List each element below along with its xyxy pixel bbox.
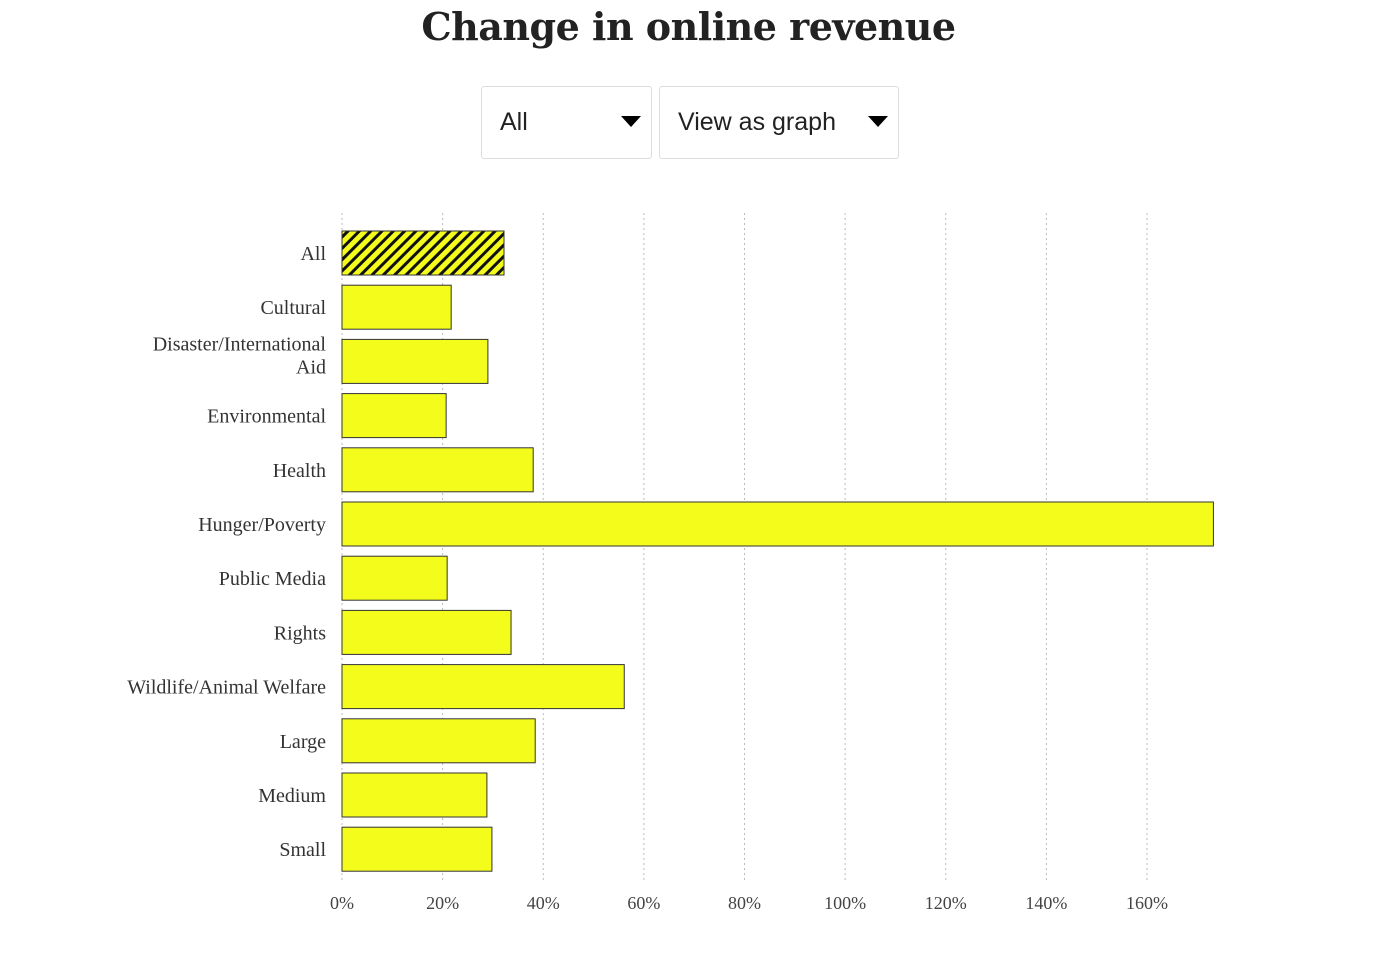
category-label: Hunger/Poverty bbox=[198, 514, 326, 536]
bar-large[interactable] bbox=[341, 718, 536, 764]
view-mode-dropdown[interactable]: View as graph bbox=[659, 86, 899, 159]
category-label: Disaster/International Aid bbox=[153, 333, 327, 378]
bar-cultural[interactable] bbox=[341, 284, 452, 330]
bar-hunger-poverty[interactable] bbox=[341, 501, 1214, 547]
x-tick-label: 20% bbox=[426, 893, 459, 913]
view-mode-value: View as graph bbox=[678, 108, 836, 136]
category-label: Environmental bbox=[207, 406, 326, 428]
x-tick-label: 160% bbox=[1126, 893, 1168, 913]
category-label: Cultural bbox=[260, 297, 326, 319]
bar-environmental[interactable] bbox=[341, 393, 447, 439]
category-label: All bbox=[300, 243, 326, 265]
x-tick-label: 80% bbox=[728, 893, 761, 913]
x-tick-label: 120% bbox=[925, 893, 967, 913]
bar-small[interactable] bbox=[341, 826, 493, 872]
caret-down-icon bbox=[621, 116, 641, 127]
x-tick-label: 40% bbox=[527, 893, 560, 913]
x-tick-label: 100% bbox=[824, 893, 866, 913]
x-tick-label: 140% bbox=[1025, 893, 1067, 913]
x-tick-label: 60% bbox=[627, 893, 660, 913]
bar-disaster-international-aid[interactable] bbox=[341, 338, 489, 384]
category-label: Rights bbox=[274, 622, 326, 644]
bar-wildlife-animal-welfare[interactable] bbox=[341, 664, 625, 710]
bar-health[interactable] bbox=[341, 447, 534, 493]
category-label: Large bbox=[280, 731, 326, 753]
category-label: Wildlife/Animal Welfare bbox=[127, 677, 326, 699]
bar-medium[interactable] bbox=[341, 772, 488, 818]
category-label: Health bbox=[273, 460, 326, 482]
category-filter-value: All bbox=[500, 108, 528, 136]
chart-title: Change in online revenue bbox=[421, 4, 956, 49]
category-label: Medium bbox=[258, 785, 326, 807]
bar-all[interactable] bbox=[341, 230, 505, 276]
x-tick-label: 0% bbox=[330, 893, 354, 913]
category-label: Small bbox=[279, 839, 326, 861]
category-label: Public Media bbox=[219, 568, 326, 590]
category-filter-dropdown[interactable]: All bbox=[481, 86, 652, 159]
bar-public-media[interactable] bbox=[341, 555, 448, 601]
bar-rights[interactable] bbox=[341, 609, 512, 655]
caret-down-icon bbox=[868, 116, 888, 127]
